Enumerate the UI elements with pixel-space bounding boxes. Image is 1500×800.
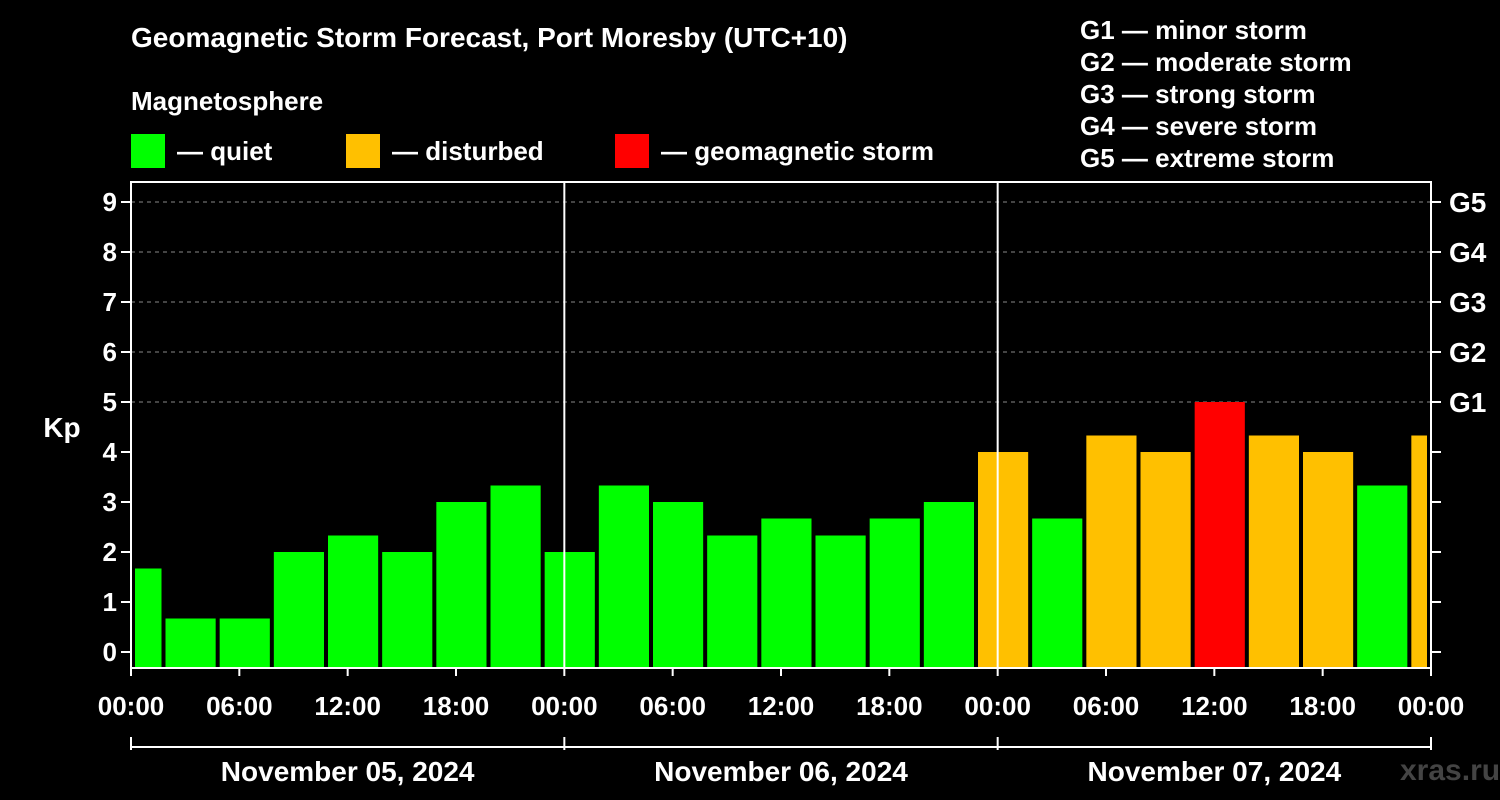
- y-tick-label-7: 7: [103, 287, 117, 317]
- kp-bar-22: [1303, 452, 1354, 668]
- x-tick-label-4: 00:00: [531, 691, 598, 721]
- kp-bar-16: [978, 452, 1029, 668]
- kp-bar-18: [1086, 435, 1137, 668]
- y-tick-label-1: 1: [103, 587, 117, 617]
- watermark: xras.ru: [1400, 754, 1500, 787]
- y-axis-label: Kp: [43, 412, 80, 443]
- storm-scale-g3: G3 — strong storm: [1080, 79, 1316, 109]
- y-tick-label-5: 5: [103, 387, 117, 417]
- storm-scale-g4: G4 — severe storm: [1080, 111, 1318, 141]
- storm-scale-g1: G1 — minor storm: [1080, 15, 1307, 45]
- kp-bar-3: [273, 552, 324, 668]
- x-tick-label-10: 12:00: [1181, 691, 1248, 721]
- kp-bar-14: [869, 518, 920, 668]
- kp-bar-23: [1357, 485, 1408, 668]
- x-tick-label-1: 06:00: [206, 691, 273, 721]
- kp-bar-4: [328, 535, 379, 668]
- x-tick-label-8: 00:00: [964, 691, 1031, 721]
- x-tick-label-11: 18:00: [1289, 691, 1356, 721]
- kp-bar-24: [1411, 435, 1427, 668]
- kp-bar-2: [219, 618, 270, 668]
- legend-disturbed-swatch: [346, 134, 380, 168]
- y-tick-label-0: 0: [103, 637, 117, 667]
- kp-bar-17: [1032, 518, 1083, 668]
- right-tick-label-G1: G1: [1449, 387, 1486, 418]
- legend-disturbed-label: — disturbed: [392, 135, 544, 166]
- right-tick-label-G3: G3: [1449, 287, 1486, 318]
- kp-bar-8: [544, 552, 595, 668]
- legend-title: Magnetosphere: [131, 86, 324, 116]
- x-tick-label-7: 18:00: [856, 691, 923, 721]
- kp-bar-5: [382, 552, 433, 668]
- kp-bar-12: [761, 518, 812, 668]
- y-tick-label-4: 4: [103, 437, 118, 467]
- kp-bar-20: [1194, 402, 1245, 668]
- legend-quiet-label: — quiet: [177, 135, 273, 166]
- y-tick-label-8: 8: [103, 237, 117, 267]
- right-tick-label-G5: G5: [1449, 187, 1486, 218]
- kp-bar-19: [1140, 452, 1191, 668]
- kp-bar-13: [815, 535, 866, 668]
- y-tick-label-2: 2: [103, 537, 117, 567]
- kp-bar-1: [165, 618, 216, 668]
- legend-storm-swatch: [615, 134, 649, 168]
- kp-bar-21: [1248, 435, 1299, 668]
- right-tick-label-G4: G4: [1449, 237, 1487, 268]
- y-tick-label-3: 3: [103, 487, 117, 517]
- kp-bar-9: [598, 485, 649, 668]
- storm-scale-list: G1 — minor storm G2 — moderate storm G3 …: [1080, 14, 1352, 174]
- x-tick-label-12: 00:00: [1398, 691, 1465, 721]
- day-label-2: November 07, 2024: [1087, 756, 1341, 787]
- y-tick-label-9: 9: [103, 187, 117, 217]
- chart-title: Geomagnetic Storm Forecast, Port Moresby…: [131, 22, 848, 53]
- legend-storm-label: — geomagnetic storm: [661, 135, 935, 166]
- kp-bar-6: [436, 502, 487, 668]
- x-tick-label-3: 18:00: [423, 691, 490, 721]
- x-tick-label-2: 12:00: [314, 691, 381, 721]
- legend-disturbed: — disturbed: [346, 134, 544, 168]
- x-tick-label-6: 12:00: [748, 691, 815, 721]
- right-tick-label-G2: G2: [1449, 337, 1486, 368]
- kp-bar-15: [923, 502, 974, 668]
- x-tick-label-9: 06:00: [1073, 691, 1140, 721]
- storm-scale-g5: G5 — extreme storm: [1080, 143, 1335, 173]
- kp-bar-11: [707, 535, 758, 668]
- legend-quiet-swatch: [131, 134, 165, 168]
- x-tick-label-5: 06:00: [639, 691, 706, 721]
- storm-scale-g2: G2 — moderate storm: [1080, 47, 1352, 77]
- y-tick-label-6: 6: [103, 337, 117, 367]
- legend-quiet: — quiet: [131, 134, 272, 168]
- kp-bar-10: [653, 502, 704, 668]
- legend-storm: — geomagnetic storm: [615, 134, 934, 168]
- kp-bar-7: [490, 485, 541, 668]
- x-tick-label-0: 00:00: [98, 691, 165, 721]
- kp-bar-0: [135, 568, 162, 668]
- day-label-1: November 06, 2024: [654, 756, 908, 787]
- day-label-0: November 05, 2024: [221, 756, 475, 787]
